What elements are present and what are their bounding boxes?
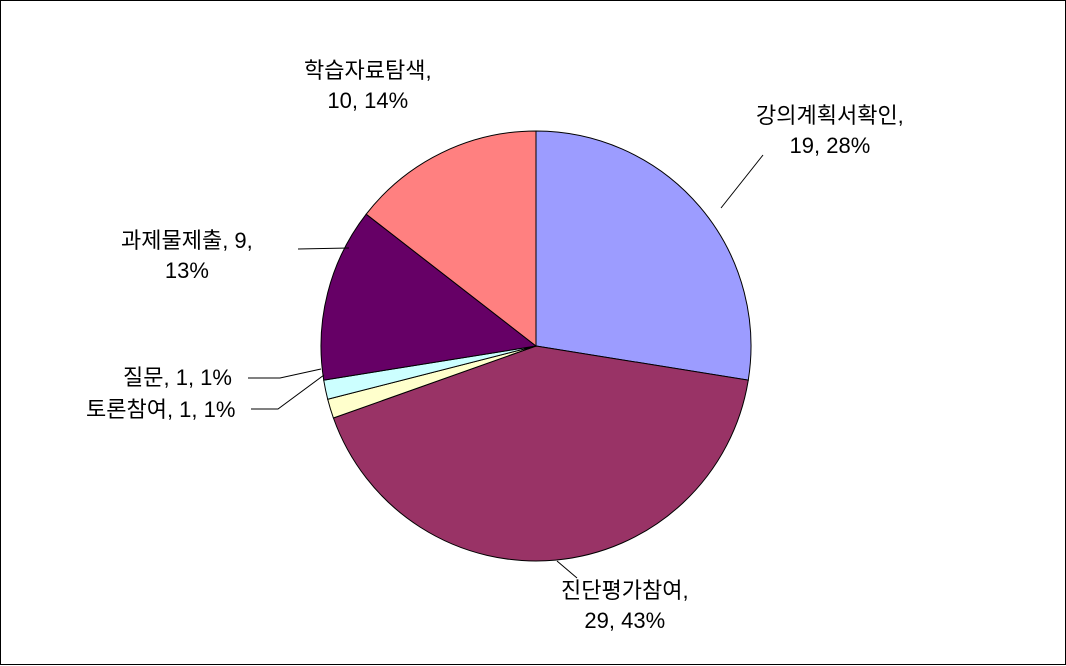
- slice-label-line1: 강의계획서확인,: [756, 101, 904, 131]
- slice-label-line2: 13%: [121, 256, 253, 286]
- slice-label-line1: 과제물제출, 9,: [121, 226, 253, 256]
- leader-line-assignment: [298, 248, 349, 249]
- slice-label-diagnostic: 진단평가참여,29, 43%: [561, 576, 689, 635]
- slice-label-line2: 29, 43%: [561, 606, 689, 636]
- pie-chart-svg: [1, 1, 1066, 666]
- chart-container: 강의계획서확인,19, 28% 진단평가참여,29, 43% 토론참여, 1, 1%…: [0, 0, 1066, 665]
- slice-label-assignment: 과제물제출, 9,13%: [121, 226, 253, 285]
- pie-slice-syllabus: [536, 131, 751, 380]
- leader-line-syllabus: [721, 155, 763, 208]
- slice-label-syllabus: 강의계획서확인,19, 28%: [756, 101, 904, 160]
- slice-label-line2: 19, 28%: [756, 131, 904, 161]
- slice-label-line1: 토론참여, 1, 1%: [86, 395, 235, 425]
- slice-label-line1: 학습자료탐색,: [304, 56, 432, 86]
- slice-label-line2: 10, 14%: [304, 86, 432, 116]
- leader-line-question: [248, 369, 321, 378]
- slice-label-question: 질문, 1, 1%: [123, 363, 232, 393]
- slice-label-materials: 학습자료탐색,10, 14%: [304, 56, 432, 115]
- slice-label-discussion: 토론참여, 1, 1%: [86, 395, 235, 425]
- slice-label-line1: 진단평가참여,: [561, 576, 689, 606]
- leader-line-discussion: [251, 375, 324, 409]
- slice-label-line1: 질문, 1, 1%: [123, 363, 232, 393]
